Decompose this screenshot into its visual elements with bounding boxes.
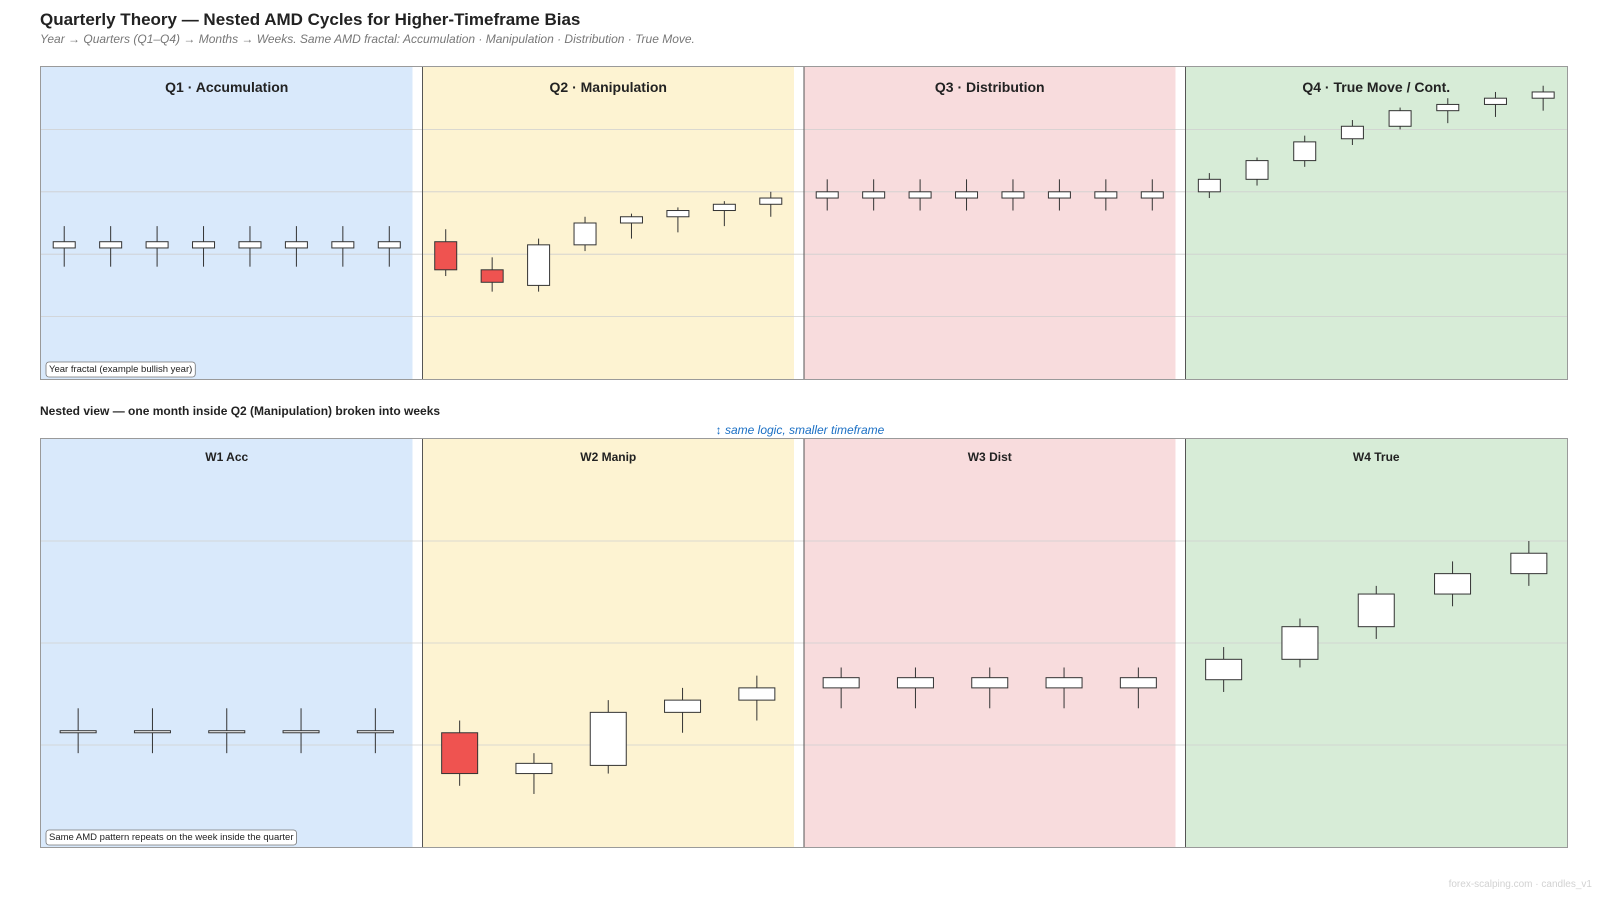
bull-candle xyxy=(1047,191,1071,199)
bull-candle xyxy=(1205,658,1243,681)
chart-caption: Same AMD pattern repeats on the week ins… xyxy=(49,832,294,843)
bull-candle xyxy=(1531,91,1555,99)
bull-candle xyxy=(1094,191,1118,199)
phase-label: Q2 · Manipulation xyxy=(550,79,667,95)
bull-candle xyxy=(208,730,246,734)
phase-band-accumulation xyxy=(41,67,413,379)
bull-candle xyxy=(1436,103,1460,112)
week-fractal-svg: W1 Acc W2 Manip W3 Dist W4 True Same AMD pat… xyxy=(41,439,1567,847)
bear-candle xyxy=(441,732,479,775)
bull-candle xyxy=(815,191,839,199)
bull-candle xyxy=(664,699,702,713)
bull-candle xyxy=(971,677,1009,689)
bull-candle xyxy=(908,191,932,199)
phase-label: Q1 · Accumulation xyxy=(165,79,288,95)
bull-candle xyxy=(1045,677,1083,689)
bull-candle xyxy=(896,677,934,689)
year-fractal-chart: Q1 · Accumulation Q2 · Manipulation Q3 · D… xyxy=(40,66,1568,380)
bull-candle xyxy=(738,687,776,701)
bull-candle xyxy=(52,241,76,249)
phase-band-distribution xyxy=(804,67,1176,379)
same-logic-note: ↕ same logic, smaller timeframe xyxy=(715,423,885,437)
bull-candle xyxy=(1510,552,1548,575)
chart-caption-box xyxy=(45,361,196,378)
bull-candle xyxy=(284,241,308,249)
phase-label: W2 Manip xyxy=(580,450,636,464)
bull-candle xyxy=(1483,97,1507,105)
bull-candle xyxy=(1293,141,1317,162)
year-fractal-svg: Q1 · Accumulation Q2 · Manipulation Q3 · D… xyxy=(41,67,1567,379)
bull-candle xyxy=(759,197,783,205)
phase-band-manipulation xyxy=(422,67,794,379)
bull-candle xyxy=(1197,178,1221,193)
bear-candle xyxy=(434,241,458,271)
bull-candle xyxy=(238,241,262,249)
week-fractal-chart: W1 Acc W2 Manip W3 Dist W4 True Same AMD pat… xyxy=(40,438,1568,848)
bull-candle xyxy=(1340,125,1364,140)
bull-candle xyxy=(331,241,355,249)
bull-candle xyxy=(145,241,169,249)
bull-candle xyxy=(133,730,171,734)
phase-label: W1 Acc xyxy=(205,450,248,464)
page-subtitle: Year → Quarters (Q1–Q4) → Months → Weeks… xyxy=(40,32,695,46)
nested-section-title: Nested view — one month inside Q2 (Manip… xyxy=(40,404,441,418)
bull-candle xyxy=(1119,677,1157,689)
bull-candle xyxy=(666,210,690,218)
bull-candle xyxy=(955,191,979,199)
page-title: Quarterly Theory — Nested AMD Cycles for… xyxy=(40,10,581,29)
bull-candle xyxy=(1281,626,1319,660)
bull-candle xyxy=(712,203,736,212)
bull-candle xyxy=(589,711,627,766)
bull-candle xyxy=(1357,593,1395,628)
bull-candle xyxy=(619,216,643,224)
bull-candle xyxy=(822,677,860,689)
bull-candle xyxy=(527,244,551,286)
bear-candle xyxy=(480,269,504,283)
footer-watermark: forex-scalping.com · candles_v1 xyxy=(1448,879,1592,890)
phase-label: Q4 · True Move / Cont. xyxy=(1302,79,1450,95)
bull-candle xyxy=(515,762,553,775)
bull-candle xyxy=(1388,110,1412,127)
bull-candle xyxy=(1140,191,1164,199)
bull-candle xyxy=(1001,191,1025,199)
bull-candle xyxy=(282,730,320,734)
bull-candle xyxy=(1434,573,1472,595)
chart-caption-box xyxy=(45,829,297,846)
phase-label: W4 True xyxy=(1353,450,1400,464)
bull-candle xyxy=(99,241,123,249)
bull-candle xyxy=(59,730,97,734)
bull-candle xyxy=(862,191,886,199)
phase-label: W3 Dist xyxy=(968,450,1012,464)
bull-candle xyxy=(192,241,216,249)
bull-candle xyxy=(573,222,597,246)
bull-candle xyxy=(377,241,401,249)
bull-candle xyxy=(356,730,394,734)
phase-band-true_move xyxy=(1185,67,1567,379)
phase-label: Q3 · Distribution xyxy=(935,79,1045,95)
chart-caption: Year fractal (example bullish year) xyxy=(49,364,192,375)
bull-candle xyxy=(1245,160,1269,180)
